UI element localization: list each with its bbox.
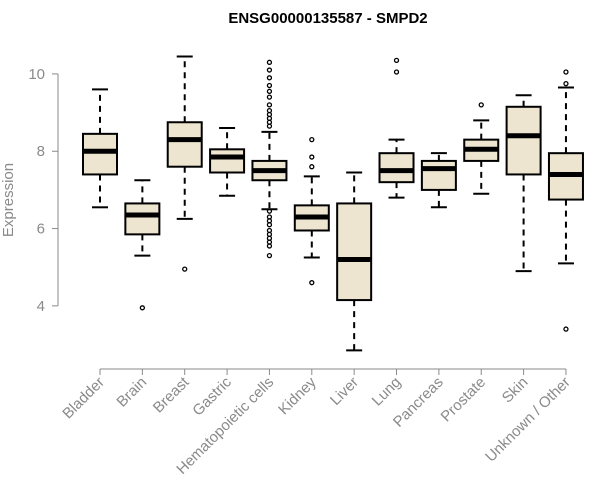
box-unknown-other — [547, 69, 584, 332]
outlier-point — [266, 208, 273, 214]
outlier-point — [309, 280, 315, 286]
iqr-box — [420, 159, 457, 191]
outlier-point — [266, 75, 273, 81]
box-brain — [124, 179, 161, 311]
box-liver — [336, 171, 373, 352]
box-breast — [166, 55, 203, 272]
outlier-point — [266, 123, 273, 129]
x-tick-label: Breast — [150, 373, 193, 416]
y-axis-label: Expression — [0, 163, 17, 237]
x-tick-label: Skin — [499, 374, 532, 407]
outlier-point — [563, 69, 569, 75]
outlier-point — [309, 136, 315, 143]
outlier-point — [309, 164, 315, 170]
outlier-point — [266, 222, 273, 228]
box-hematopoietic-cells — [251, 59, 288, 259]
iqr-box — [166, 121, 203, 168]
box-bladder — [82, 88, 118, 209]
y-axis: 4 6 8 10 — [28, 66, 59, 315]
outlier-point — [266, 67, 273, 73]
outlier-point — [309, 154, 315, 160]
outlier-point — [139, 305, 146, 311]
x-tick-label: Liver — [327, 374, 362, 409]
iqr-box — [505, 105, 542, 176]
x-tick-label: Brain — [113, 374, 150, 411]
y-tick-label: 6 — [37, 221, 45, 238]
y-tick-label: 8 — [37, 143, 45, 160]
box-kidney — [293, 136, 330, 286]
outlier-point — [266, 82, 273, 89]
x-tick-label: Prostate — [438, 374, 490, 426]
outlier-point — [266, 243, 273, 249]
outlier-point — [182, 266, 188, 272]
iqr-box — [82, 132, 118, 176]
outlier-point — [563, 326, 569, 332]
iqr-box — [209, 148, 246, 174]
outlier-point — [478, 102, 484, 108]
y-tick-label: 4 — [37, 298, 45, 315]
outlier-point — [266, 252, 273, 259]
outlier-point — [393, 57, 400, 64]
outlier-point — [393, 69, 400, 75]
box-gastric — [209, 127, 246, 197]
chart-title: ENSG00000135587 - SMPD2 — [228, 10, 427, 27]
outlier-point — [563, 80, 569, 87]
outlier-point — [266, 88, 273, 94]
outlier-point — [266, 59, 273, 65]
box-prostate — [463, 102, 500, 195]
x-tick-label: Bladder — [59, 374, 108, 423]
box-skin — [505, 94, 542, 273]
box-series — [82, 55, 584, 352]
x-tick-label: Kidney — [275, 373, 320, 418]
x-tick-label: Lung — [369, 374, 405, 410]
outlier-point — [266, 102, 273, 108]
outlier-point — [266, 94, 273, 100]
iqr-box — [336, 202, 373, 302]
iqr-box — [378, 152, 415, 184]
box-pancreas — [420, 152, 457, 209]
box-lung — [378, 57, 415, 199]
y-tick-label: 10 — [28, 66, 45, 83]
iqr-box — [124, 202, 161, 236]
